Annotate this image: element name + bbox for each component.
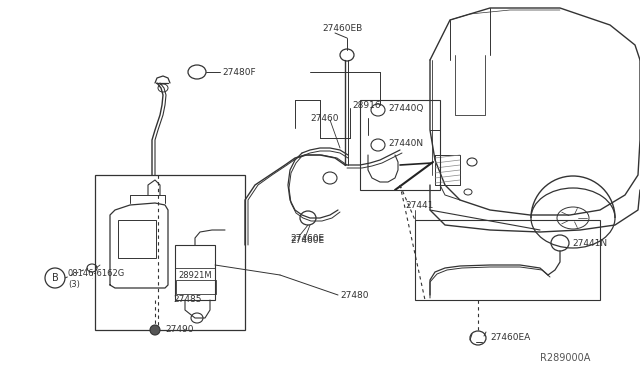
Text: R289000A: R289000A: [540, 353, 590, 363]
Text: 27441N: 27441N: [572, 238, 607, 247]
Bar: [176, 280, 216, 294]
Bar: [118, 220, 156, 258]
Text: 27480F: 27480F: [222, 67, 255, 77]
Text: 27440N: 27440N: [388, 138, 423, 148]
Text: 27440Q: 27440Q: [388, 103, 424, 112]
Bar: [95, 175, 245, 330]
Text: (3): (3): [68, 279, 80, 289]
Text: 28921M: 28921M: [178, 270, 212, 279]
Text: 27460E: 27460E: [290, 234, 324, 243]
Text: 27460: 27460: [310, 113, 339, 122]
Text: 08146-6162G: 08146-6162G: [68, 269, 125, 279]
Bar: [175, 245, 215, 300]
Text: 27460EA: 27460EA: [490, 334, 531, 343]
Bar: [415, 220, 600, 300]
Bar: [360, 100, 440, 190]
Text: 27480: 27480: [340, 291, 369, 299]
Text: B: B: [52, 273, 58, 283]
Text: 28916: 28916: [352, 100, 381, 109]
Text: 27490: 27490: [165, 326, 193, 334]
Text: 27441: 27441: [405, 201, 433, 209]
Text: 27485: 27485: [173, 295, 202, 305]
Ellipse shape: [150, 325, 160, 335]
Text: 27460EB: 27460EB: [322, 23, 362, 32]
Text: 27460E: 27460E: [290, 235, 324, 244]
